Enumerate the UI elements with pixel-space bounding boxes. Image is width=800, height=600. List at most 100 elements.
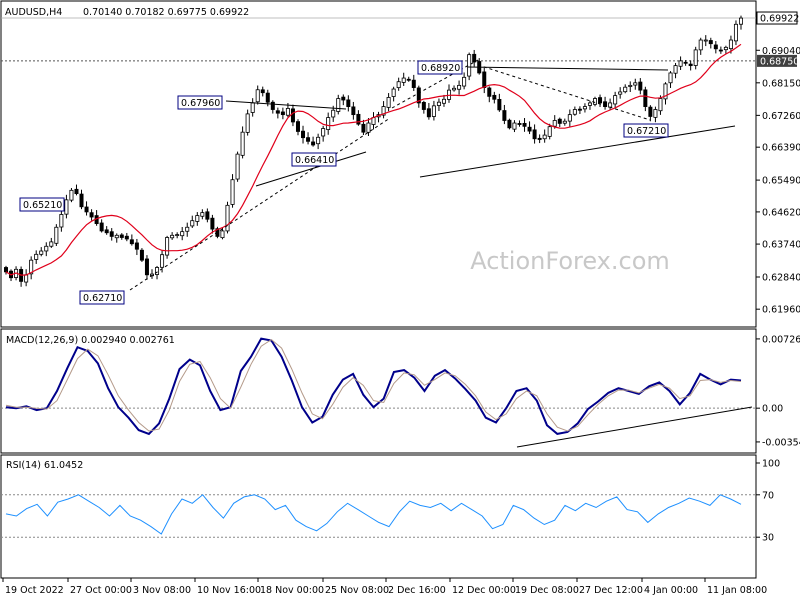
candle-body [386,97,391,108]
annotation-text: 0.67960 [181,98,220,109]
candle-body [361,123,366,133]
candle-body [311,141,316,146]
candle-body [542,134,547,140]
current-price-box [756,11,798,25]
candle [517,120,522,127]
candle [416,85,421,108]
candle [180,226,185,241]
candle [678,56,683,70]
price-annotation: 0.68920 [417,60,463,75]
candle [59,208,64,232]
candle-body [472,53,477,63]
candle-body [185,226,190,232]
candle-body [89,212,94,218]
candle [683,60,688,66]
candle-body [326,117,331,130]
candle [54,224,59,247]
candle-body [688,63,693,67]
candle-body [728,39,733,50]
rsi-plot: 100 70 30 [1,459,780,544]
candle-body [34,253,39,260]
macd-plot: 0.007269 0.00 -0.003542 [1,334,800,448]
time-tick-label: 3 Nov 08:00 [133,585,191,596]
candle [693,46,698,70]
candle-body [557,118,562,124]
candle-body [547,126,552,137]
candle-body [99,222,104,232]
candle-body [467,54,472,77]
candle [280,107,285,120]
candle [139,248,144,262]
trendline [225,100,347,110]
time-tick-label: 27 Dec 12:00 [579,585,643,596]
trendline [477,64,651,121]
price-tick-label: 0.69040 [762,46,800,57]
candle-body [593,98,598,105]
candle-body [653,109,658,118]
candle [723,45,728,54]
current-price-label: 0.69922 [760,14,799,25]
candle-body [522,122,527,127]
candle [260,86,265,97]
candle [275,107,280,119]
candle-body [119,234,124,238]
candle-body [134,242,139,250]
price-tick-label: 0.61960 [762,305,800,316]
candles [4,15,744,287]
candle [658,95,663,115]
time-tick-label: 2 Dec 16:00 [388,585,446,596]
candle-body [321,128,326,137]
trend-drawings [129,59,736,291]
candle [255,85,260,105]
candle [577,106,582,114]
candle-body [623,86,628,93]
candle [572,106,577,116]
candle [436,98,441,112]
candle-body [381,106,386,116]
candle-body [275,110,280,114]
candle-body [698,39,703,51]
price-annotations: 0.65210 0.62710 0.67960 0.66410 0.68920 0.672… [19,60,669,305]
candle-body [598,97,603,104]
annotation-text: 0.62710 [83,293,122,304]
candle-body [562,120,567,124]
annotation-box [79,290,125,305]
candle-body [406,78,411,81]
candle [306,132,311,145]
candle-body [104,229,109,234]
candle [718,46,723,54]
candle [295,119,300,136]
candle [381,101,386,119]
candle [487,86,492,103]
candle [613,91,618,109]
rsi-line [5,494,742,535]
candle-body [240,131,245,156]
candle-body [507,119,512,129]
rsi-tick-label: 70 [762,490,774,501]
candle [225,201,230,234]
candle-body [175,234,180,236]
candle [230,174,235,208]
time-tick-label: 18 Nov 00:00 [260,585,324,596]
candle [532,124,537,144]
candle [24,269,29,287]
price-tick-label: 0.68150 [762,78,800,89]
annotation-box [177,95,223,110]
candle [341,94,346,106]
candle-body [663,83,668,100]
candle-body [587,102,592,106]
candle-body [683,61,688,64]
price-tick-label: 0.67260 [762,111,800,122]
candle-body [290,108,295,123]
trendline [255,151,367,187]
candle [326,112,331,135]
candle [124,232,129,242]
candle [648,105,653,122]
candle [336,94,341,115]
candle [109,228,114,241]
current-price-tag: 0.69922 [756,11,799,25]
time-tick-label: 19 Oct 2022 [5,585,64,596]
candle-body [713,44,718,50]
candle [190,215,195,228]
